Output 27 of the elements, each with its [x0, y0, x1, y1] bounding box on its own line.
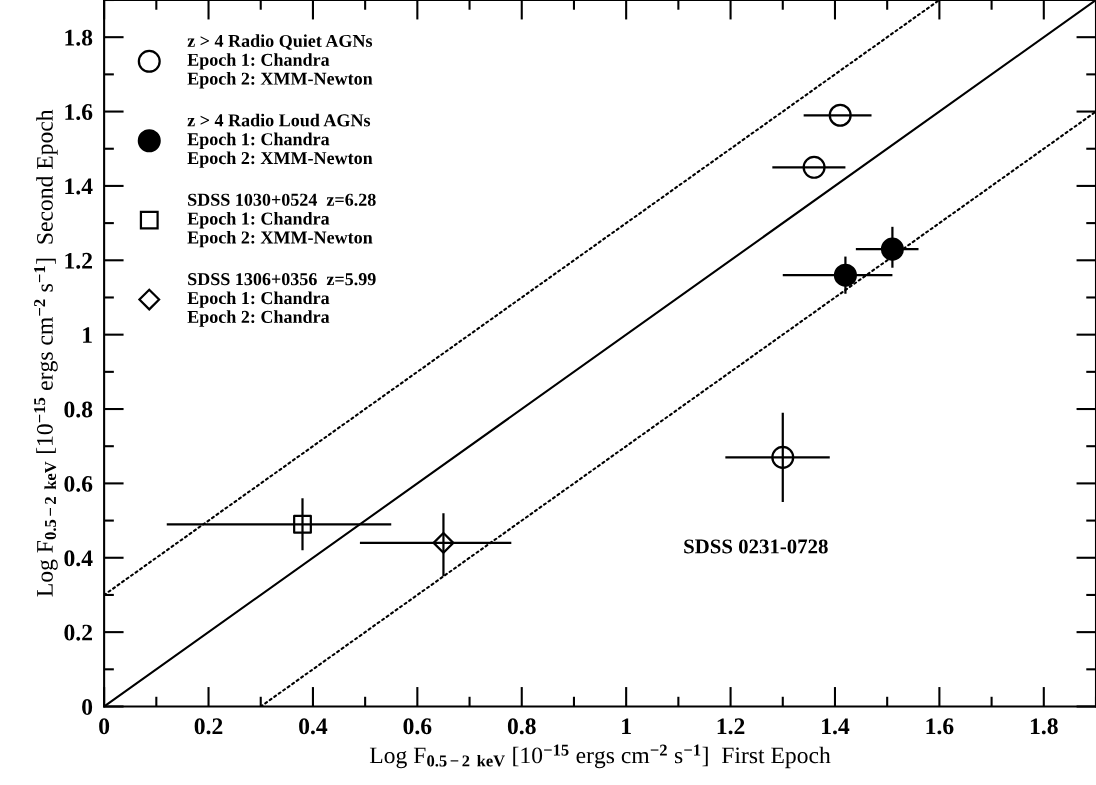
text: Log F$_{0.5−2 keV}$ [10$^{−15}$ ergs cm$^{−2}$ s$^{−1}$] Second Epoch — [34, 109, 58, 597]
legend-label: z > 4 Radio Quiet AGNs Epoch 1: Chandra Epoch 2: XMM-Newton — [187, 34, 373, 89]
annotation: SDSS 0231-0728 — [684, 539, 828, 554]
x-tick-label: 1.8 — [1030, 718, 1058, 735]
legend-label: SDSS 1030+0524 z=6.28 Epoch 1: Chandra Epoch 2: XMM-Newton — [187, 193, 376, 248]
x-tick-label: 0.6 — [403, 718, 432, 735]
x-tick-label: 1.2 — [717, 718, 745, 735]
y-tick-label: 1 — [83, 327, 92, 343]
y-tick-label: 1.4 — [65, 178, 93, 195]
x-tick-label: 0.4 — [299, 718, 328, 735]
y-tick-label: 1.8 — [65, 29, 93, 46]
x-tick-label: 1.6 — [926, 718, 954, 735]
legend-label: z > 4 Radio Loud AGNs Epoch 1: Chandra Epoch 2: XMM-Newton — [187, 113, 373, 168]
y-tick-label: 0.6 — [64, 475, 93, 492]
legend-label: SDSS 1306+0356 z=5.99 Epoch 1: Chandra Epoch 2: Chandra — [187, 273, 376, 327]
y-tick-label: 0 — [82, 698, 93, 715]
y-tick-label: 0.8 — [64, 401, 93, 418]
y-tick-label: 1.6 — [65, 104, 93, 121]
y-tick-label: 0.4 — [64, 550, 93, 567]
x-tick-label: 0.8 — [507, 718, 536, 735]
y-tick-label: 0.2 — [64, 624, 92, 641]
text: Log F$_{0.5−2 keV}$ [10$^{−15}$ ergs cm$^{−2}$ s$^{−1}$] First Epoch — [369, 744, 831, 769]
y-tick-label: 1.2 — [65, 252, 92, 269]
x-tick-label: 1 — [622, 718, 631, 734]
x-tick-label: 0.2 — [194, 718, 223, 735]
x-tick-label: 1.4 — [822, 718, 850, 735]
x-tick-label: 0 — [99, 718, 110, 735]
